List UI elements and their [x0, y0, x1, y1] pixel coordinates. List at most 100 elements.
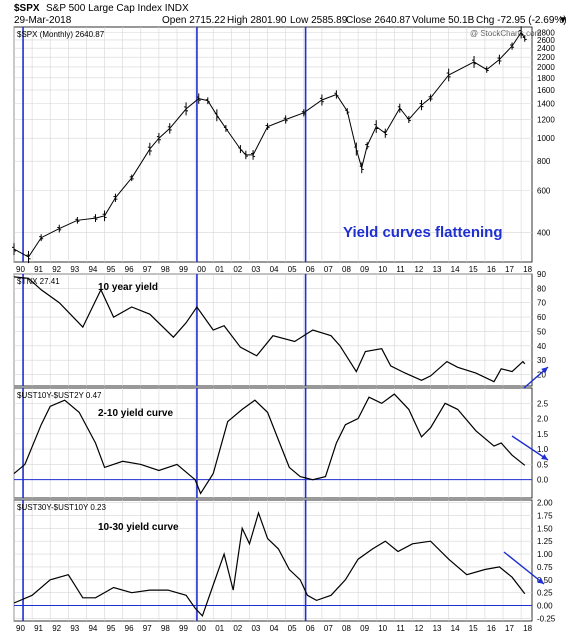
y-tick-label: 0.00: [537, 602, 553, 611]
y-tick-label: 2.0: [537, 415, 549, 424]
x-tick-label: 96: [125, 265, 134, 274]
x-tick-label: 02: [233, 265, 242, 274]
series-line: [13, 510, 526, 618]
panel-frame: [13, 499, 533, 622]
y-tick-label: 70: [537, 299, 546, 308]
x-tick-label: 10: [378, 624, 387, 633]
x-tick-label: 92: [52, 624, 61, 633]
x-tick-label: 14: [451, 624, 460, 633]
x-tick-label: 11: [396, 624, 405, 633]
x-tick-label: 08: [342, 624, 351, 633]
panel-frame: [13, 387, 533, 499]
x-tick-label: 05: [288, 265, 297, 274]
x-tick-label: 14: [451, 265, 460, 274]
x-tick-label: 05: [288, 624, 297, 633]
panel-legend: $TNX 27.41: [17, 277, 60, 286]
x-tick-label: 97: [143, 265, 152, 274]
plot-layer: 4006008001000120014001600180020002200240…: [12, 26, 556, 633]
y-tick-label: 1.5: [537, 430, 549, 439]
x-tick-label: 16: [487, 265, 496, 274]
y-tick-label: 2400: [537, 44, 555, 53]
x-tick-label: 97: [143, 624, 152, 633]
trend-arrow: [503, 551, 545, 585]
x-tick-label: 06: [306, 265, 315, 274]
change-arrow-icon: ▼: [558, 15, 568, 26]
x-tick-label: 16: [487, 624, 496, 633]
x-tick-label: 95: [107, 265, 116, 274]
x-tick-label: 11: [396, 265, 405, 274]
x-tick-label: 98: [161, 624, 170, 633]
x-tick-label: 90: [16, 624, 25, 633]
x-tick-label: 99: [179, 624, 188, 633]
panel-label: 2-10 yield curve: [98, 408, 173, 419]
volume-label: Volume 50.1B: [412, 15, 475, 26]
y-tick-label: 1.75: [537, 511, 553, 520]
x-tick-label: 91: [34, 624, 43, 633]
y-tick-label: 0.0: [537, 476, 549, 485]
x-tick-label: 07: [324, 624, 333, 633]
x-tick-label: 03: [251, 265, 260, 274]
x-tick-label: 06: [306, 624, 315, 633]
x-tick-label: 04: [270, 624, 279, 633]
y-tick-label: 1.50: [537, 524, 553, 533]
trend-arrow-head: [537, 577, 544, 584]
trend-arrow-head: [541, 367, 548, 374]
index-name: S&P 500 Large Cap Index INDX: [46, 3, 189, 14]
series-line: [13, 393, 526, 495]
y-tick-label: 60: [537, 313, 546, 322]
x-tick-label: 03: [251, 624, 260, 633]
x-tick-label: 00: [197, 265, 206, 274]
y-tick-label: 1.25: [537, 537, 553, 546]
y-tick-label: 2000: [537, 63, 555, 72]
x-tick-label: 99: [179, 265, 188, 274]
x-tick-label: 17: [505, 624, 514, 633]
x-tick-label: 18: [523, 265, 532, 274]
x-tick-label: 17: [505, 265, 514, 274]
y-tick-label: 1600: [537, 86, 555, 95]
x-tick-label: 18: [523, 624, 532, 633]
x-tick-label: 98: [161, 265, 170, 274]
y-tick-label: 30: [537, 356, 546, 365]
y-tick-label: 800: [537, 157, 551, 166]
x-tick-label: 93: [70, 624, 79, 633]
panel-label: 10-30 yield curve: [98, 522, 179, 533]
y-tick-label: 2200: [537, 53, 555, 62]
x-tick-label: 01: [215, 624, 224, 633]
series-line: [13, 276, 526, 383]
x-tick-label: 94: [88, 265, 97, 274]
panel-legend: $UST10Y-$UST2Y 0.47: [17, 391, 102, 400]
panel-label: 10 year yield: [98, 282, 158, 293]
x-tick-label: 13: [433, 265, 442, 274]
x-tick-label: 02: [233, 624, 242, 633]
trend-arrow-head: [541, 453, 548, 460]
y-tick-label: 1.0: [537, 445, 549, 454]
open-label: Open 2715.22: [162, 15, 226, 26]
panel-legend: $SPX (Monthly) 2640.87: [17, 30, 105, 39]
x-tick-label: 15: [469, 624, 478, 633]
y-tick-label: 1.00: [537, 550, 553, 559]
x-tick-label: 91: [34, 265, 43, 274]
y-tick-label: 80: [537, 284, 546, 293]
y-tick-label: 0.25: [537, 589, 553, 598]
x-tick-label: 09: [360, 265, 369, 274]
y-tick-label: 1200: [537, 115, 555, 124]
y-tick-label: 2600: [537, 36, 555, 45]
y-tick-label: 50: [537, 327, 546, 336]
x-tick-label: 12: [414, 265, 423, 274]
x-tick-label: 07: [324, 265, 333, 274]
x-tick-label: 01: [215, 265, 224, 274]
x-tick-label: 09: [360, 624, 369, 633]
x-tick-label: 12: [414, 624, 423, 633]
x-tick-label: 10: [378, 265, 387, 274]
y-tick-label: 2800: [537, 28, 555, 37]
y-tick-label: 2.5: [537, 399, 549, 408]
low-label: Low 2585.89: [290, 15, 348, 26]
y-tick-label: 1800: [537, 74, 555, 83]
chart-annotation: Yield curves flattening: [343, 224, 503, 241]
y-tick-label: 40: [537, 342, 546, 351]
high-label: High 2801.90: [227, 15, 287, 26]
x-tick-label: 00: [197, 624, 206, 633]
y-tick-label: 1400: [537, 100, 555, 109]
price-series-line: [13, 31, 526, 258]
y-tick-label: -0.25: [537, 614, 556, 623]
